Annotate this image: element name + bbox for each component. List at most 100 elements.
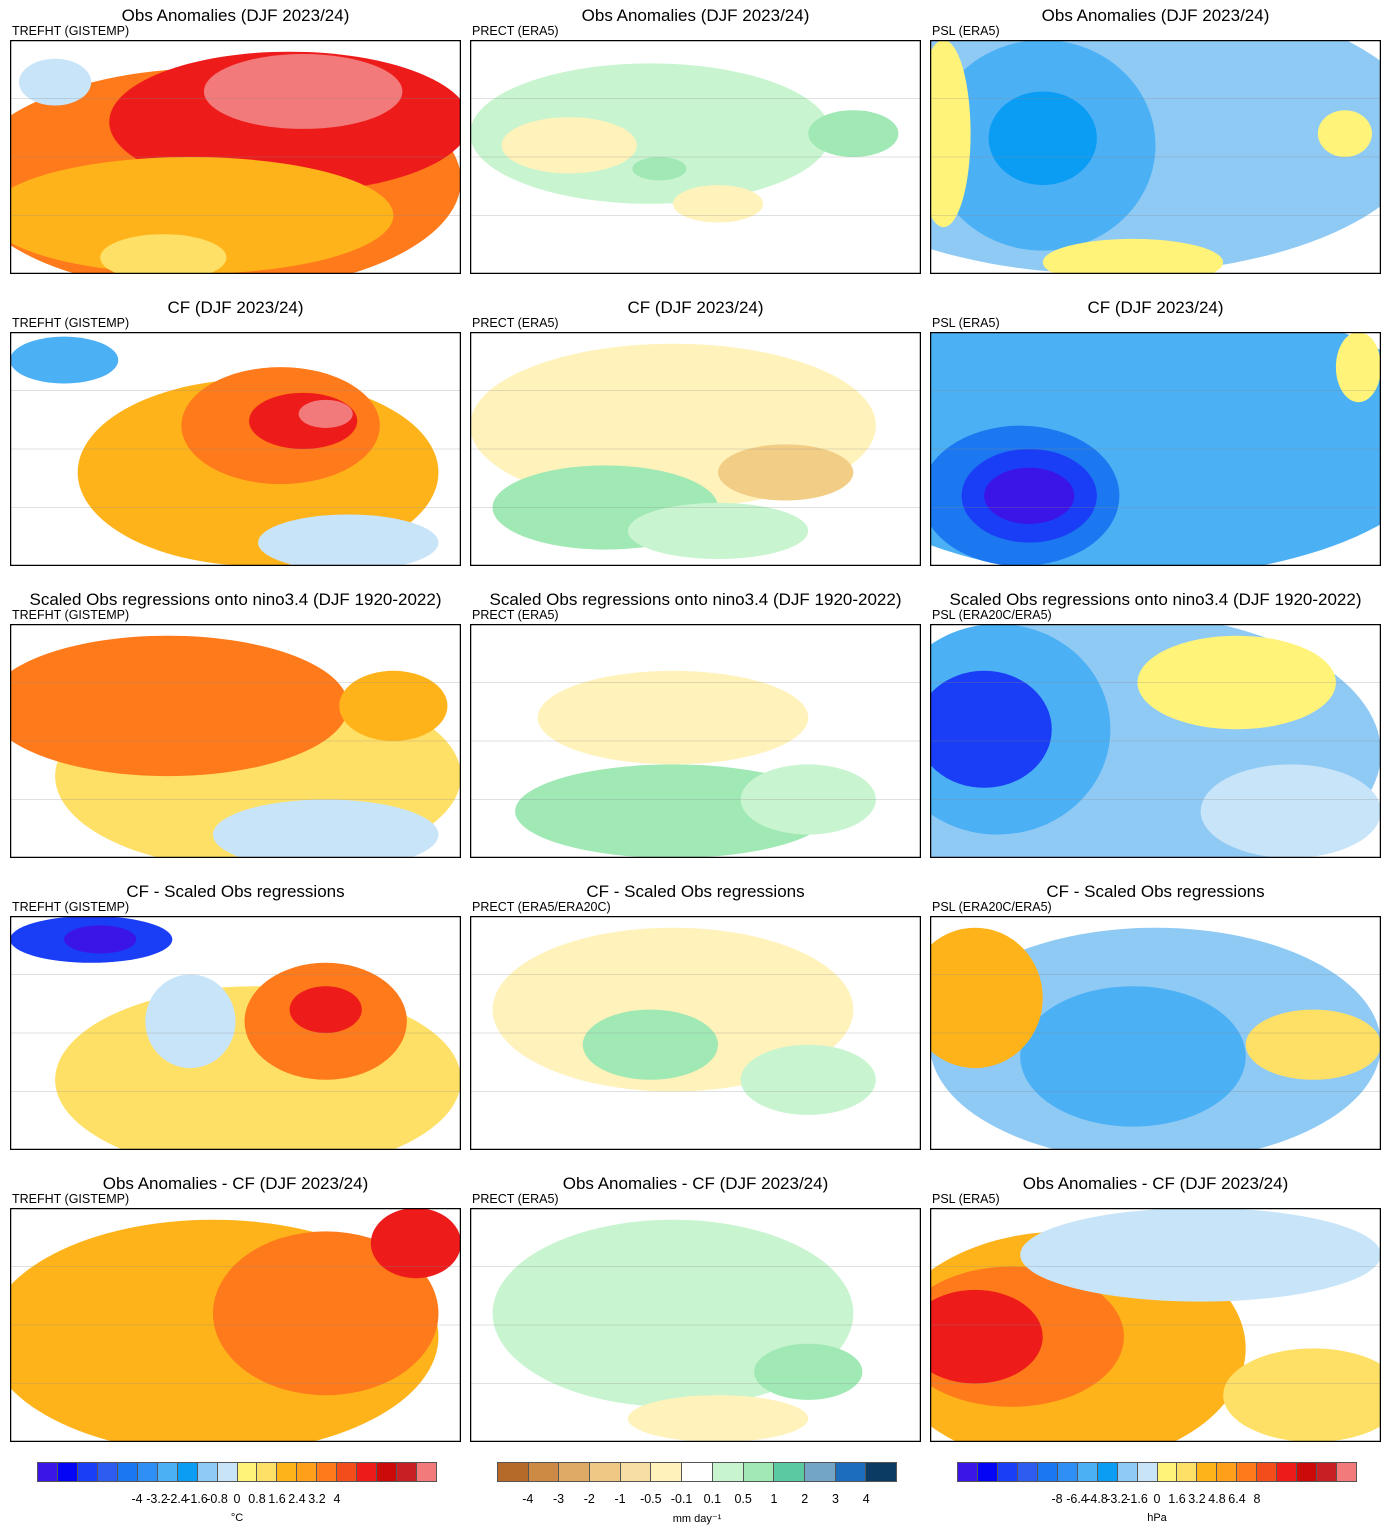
colorbar-tick-label: 3 [831,1492,839,1506]
colorbar-unit-label: hPa [1147,1512,1167,1524]
panel-subtitle: TREFHT (GISTEMP) [12,900,130,914]
map-frame [470,916,921,1150]
colorbar-swatch [397,1463,418,1481]
colorbar-tick-label: -3.2 [1106,1492,1128,1506]
map-svg [930,916,1381,1150]
panel-title: Obs Anomalies (DJF 2023/24) [1041,6,1270,25]
colorbar-tick-label: -0.8 [206,1492,228,1506]
colorbar-swatch [57,1463,78,1481]
panel-subtitle: PSL (ERA5) [932,316,1000,330]
panel: CF (DJF 2023/24) PSL (ERA5) [930,292,1381,566]
colorbar-tick-label: -1.6 [1126,1492,1148,1506]
anomaly-region [1245,1009,1381,1080]
panel-title: CF (DJF 2023/24) [1087,298,1224,317]
colorbar-swatch [1197,1463,1218,1481]
map-svg [10,624,461,858]
anomaly-region [537,670,809,765]
panel: CF (DJF 2023/24) TREFHT (GISTEMP) [10,292,461,566]
colorbar-tick-label: 3.2 [1188,1492,1206,1506]
anomaly-region [627,1395,809,1442]
panel: Scaled Obs regressions onto nino3.4 (DJF… [930,584,1381,858]
map-svg [10,916,461,1150]
map-border [930,1208,1381,1442]
panel: Obs Anomalies (DJF 2023/24) PSL (ERA5) [930,0,1381,274]
anomaly-region [258,514,439,566]
map-border [470,332,921,566]
map-svg [930,1208,1381,1442]
anomaly-region [1317,110,1372,157]
anomaly-region [370,1208,461,1279]
colorbar-swatch [620,1463,652,1481]
panel-title: CF (DJF 2023/24) [627,298,764,317]
colorbar-swatch [1217,1463,1238,1481]
anomaly-region [212,799,439,858]
panel-subtitle: PRECT (ERA5) [472,24,559,38]
colorbar-tick-label: -2.4 [166,1492,188,1506]
panel-subtitle: PSL (ERA20C/ERA5) [932,900,1052,914]
panel-subtitle: TREFHT (GISTEMP) [12,24,130,38]
map-svg [10,332,461,566]
colorbar-tick-label: 8 [1253,1492,1261,1506]
colorbar-swatch [1297,1463,1318,1481]
anomaly-region [64,925,137,954]
panel: CF - Scaled Obs regressions PRECT (ERA5/… [470,876,921,1150]
colorbar-swatch [977,1463,998,1481]
panel: CF (DJF 2023/24) PRECT (ERA5) [470,292,921,566]
map-border [930,40,1381,274]
colorbar-swatch [1077,1463,1098,1481]
colorbar-swatch [1057,1463,1078,1481]
anomaly-region [1020,986,1246,1127]
panel: Scaled Obs regressions onto nino3.4 (DJF… [470,584,921,858]
map-border [470,40,921,274]
colorbar-swatch [317,1463,338,1481]
map-svg [10,1208,461,1442]
panel-subtitle: TREFHT (GISTEMP) [12,1192,130,1206]
panel-subtitle: PRECT (ERA5) [472,1192,559,1206]
colorbar-tick-label: 0 [1153,1492,1161,1506]
map-frame [930,624,1381,858]
colorbar-tick-label: -8 [1051,1492,1063,1506]
anomaly-region [632,157,687,181]
map-frame [470,1208,921,1442]
colorbar-tick-label: -0.5 [640,1492,662,1506]
panel-title: CF - Scaled Obs regressions [1046,882,1265,901]
panel-title: Obs Anomalies - CF (DJF 2023/24) [102,1174,369,1193]
panel-subtitle: PSL (ERA5) [932,1192,1000,1206]
colorbar-swatch [498,1463,529,1481]
panel-title: Obs Anomalies - CF (DJF 2023/24) [562,1174,829,1193]
map-frame [470,40,921,274]
map-frame [10,1208,461,1442]
map-svg [470,916,921,1150]
colorbar-swatch [835,1463,867,1481]
map-frame [930,40,1381,274]
colorbar-swatch [257,1463,278,1481]
colorbar-swatch [377,1463,398,1481]
colorbar-swatch [1177,1463,1198,1481]
anomaly-region [718,444,854,501]
colorbar-swatch [237,1463,258,1481]
anomaly-region [100,234,227,274]
anomaly-region [19,58,92,106]
panel-title: CF - Scaled Obs regressions [126,882,345,901]
anomaly-region [930,1289,1043,1384]
anomaly-region [212,1231,439,1396]
panel-subtitle: TREFHT (GISTEMP) [12,316,130,330]
map-border [10,40,461,274]
panel-title: Scaled Obs regressions onto nino3.4 (DJF… [949,590,1362,609]
panel-title: Obs Anomalies (DJF 2023/24) [121,6,350,25]
panel: Obs Anomalies - CF (DJF 2023/24) PRECT (… [470,1168,921,1442]
colorbar-swatch [297,1463,318,1481]
colorbar-swatch [97,1463,118,1481]
colorbar-swatch [177,1463,198,1481]
panel: Obs Anomalies (DJF 2023/24) PRECT (ERA5) [470,0,921,274]
map-frame [930,916,1381,1150]
colorbar-tick-label: 4 [862,1492,870,1506]
colorbar-tick-label: 1 [770,1492,778,1506]
colorbar-pressure: -8 -6.4 -4.8 -3.2 -1.6 0 1.6 3.2 4.8 6.4 8 hPa [957,1462,1357,1532]
anomaly-region [930,40,971,228]
anomaly-region [930,927,1043,1069]
map-frame [470,332,921,566]
anomaly-region [627,502,809,559]
colorbar-swatches [957,1462,1357,1482]
colorbar-tick-label: 0.8 [248,1492,266,1506]
